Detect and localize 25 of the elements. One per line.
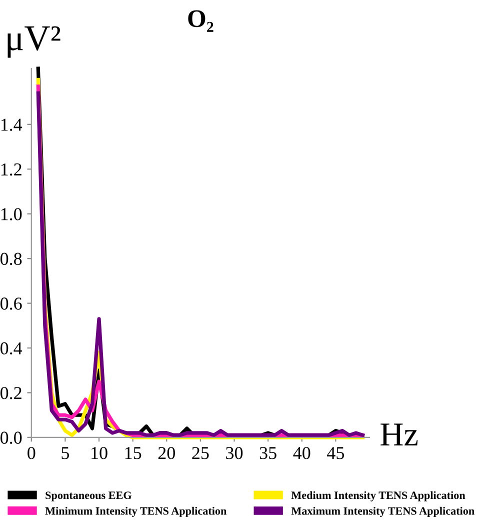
- y-tick-label: 1.4: [1, 118, 22, 131]
- y-axis-title: μV²: [8, 26, 60, 58]
- y-tick-label: 0.0: [0, 432, 22, 444]
- legend-label: Spontaneous EEG: [46, 492, 132, 502]
- x-tick-label: 15: [125, 447, 142, 460]
- x-tick-label: 20: [158, 446, 175, 460]
- x-tick-label: 30: [226, 446, 243, 460]
- legend-label: Minimum Intensity TENS Application: [45, 506, 227, 517]
- y-tick-label: 0.2: [0, 386, 22, 400]
- x-tick-label: 0: [28, 446, 36, 460]
- x-tick-label: 45: [327, 447, 344, 460]
- y-tick-label: 0.6: [0, 298, 22, 310]
- legend-label: Medium Intensity TENS Application: [291, 491, 466, 502]
- x-tick-label: 40: [293, 446, 310, 460]
- x-tick-label: 25: [192, 447, 209, 460]
- y-tick-label: 0.8: [0, 252, 22, 266]
- legend-label: Maximum Intensity TENS Application: [291, 506, 474, 517]
- x-tick-label: 5: [62, 447, 70, 460]
- y-tick-label: 0.4: [0, 342, 22, 354]
- chart-title: O₂: [188, 10, 214, 32]
- y-tick-label: 1.2: [1, 163, 22, 176]
- y-tick-label: 1.0: [1, 208, 22, 220]
- x-axis-title: Hz: [380, 424, 418, 446]
- x-tick-label: 35: [260, 447, 276, 460]
- x-tick-label: 10: [92, 446, 108, 460]
